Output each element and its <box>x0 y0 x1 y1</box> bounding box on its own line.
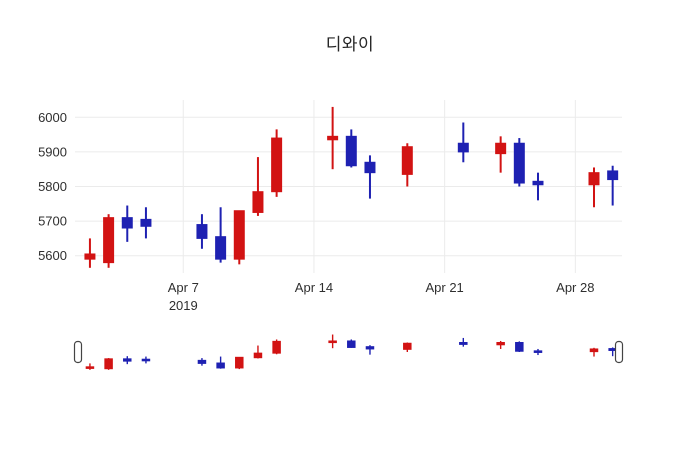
candle-apr-4 <box>123 358 132 362</box>
x-axis-year-label: 2019 <box>169 298 198 313</box>
x-axis-tick-label: Apr 14 <box>295 280 333 295</box>
candle-apr-29 <box>589 348 599 353</box>
candle-apr-5[interactable] <box>140 218 152 227</box>
candle-apr-8 <box>197 359 207 364</box>
candle-apr-22 <box>459 342 468 345</box>
candle-apr-4[interactable] <box>121 217 133 229</box>
candle-apr-17 <box>365 346 375 350</box>
candle-apr-16[interactable] <box>345 135 357 167</box>
candle-apr-17[interactable] <box>364 161 376 174</box>
candle-apr-25[interactable] <box>513 142 525 184</box>
range-slider-handle-left[interactable] <box>73 340 83 364</box>
candle-apr-9[interactable] <box>215 236 227 260</box>
candle-apr-10[interactable] <box>233 210 245 260</box>
candle-apr-19[interactable] <box>401 146 413 175</box>
candle-apr-19 <box>403 342 412 350</box>
y-axis-tick-label: 5700 <box>38 214 67 229</box>
candle-apr-11[interactable] <box>252 191 264 213</box>
candle-apr-8[interactable] <box>196 224 208 239</box>
chart-title: 디와이 <box>325 35 375 54</box>
candle-apr-5 <box>141 358 151 362</box>
candle-apr-29[interactable] <box>588 172 600 186</box>
candle-apr-12 <box>272 340 281 354</box>
y-axis-tick-label: 5900 <box>38 144 67 159</box>
range-slider-track[interactable] <box>75 329 622 375</box>
candle-apr-2 <box>85 366 95 369</box>
candle-apr-9 <box>216 362 225 369</box>
y-axis-tick-label: 5600 <box>38 248 67 263</box>
candle-apr-24[interactable] <box>495 142 507 155</box>
candle-apr-22[interactable] <box>457 142 469 153</box>
candle-apr-24 <box>496 342 505 346</box>
y-axis-tick-label: 5800 <box>38 179 67 194</box>
candle-apr-11 <box>253 352 263 359</box>
candle-apr-26[interactable] <box>532 180 544 186</box>
candle-apr-3 <box>104 358 113 370</box>
y-axis-tick-label: 6000 <box>38 110 67 125</box>
candle-apr-25 <box>515 342 524 352</box>
x-axis-tick-label: Apr 28 <box>556 280 594 295</box>
candle-apr-15 <box>328 340 337 344</box>
candle-apr-16 <box>347 340 356 348</box>
x-axis-tick-label: Apr 7 <box>168 280 199 295</box>
candle-apr-2[interactable] <box>84 253 96 260</box>
x-axis-tick-label: Apr 21 <box>425 280 463 295</box>
candle-apr-12[interactable] <box>271 137 283 193</box>
candle-apr-3[interactable] <box>103 217 115 264</box>
candle-apr-10 <box>235 356 244 369</box>
candle-apr-26 <box>533 350 543 353</box>
candle-apr-15[interactable] <box>327 135 339 141</box>
range-slider-handle-right[interactable] <box>614 340 624 364</box>
candle-apr-30[interactable] <box>607 170 619 181</box>
